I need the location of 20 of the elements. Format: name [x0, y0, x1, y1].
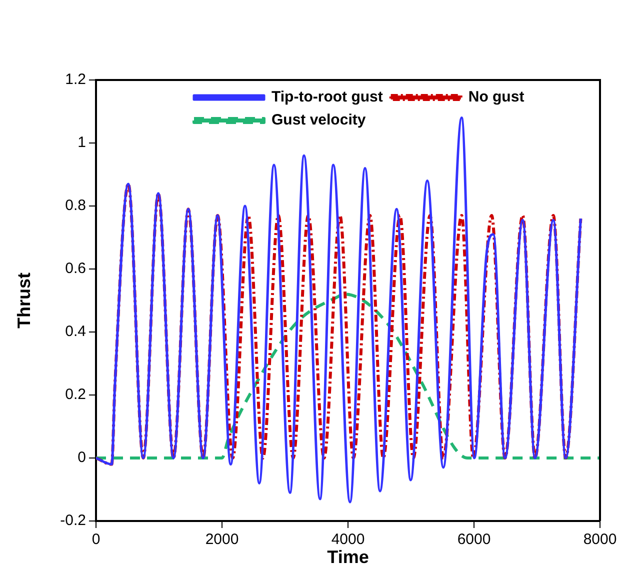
line-series — [96, 182, 582, 466]
legend-label: Tip-to-root gust — [272, 88, 383, 106]
x-tick-label: 0 — [92, 531, 100, 548]
y-tick-label: 1.2 — [65, 71, 86, 88]
y-tick-label: 0.6 — [65, 260, 86, 278]
x-tick-label: 4000 — [331, 531, 365, 548]
legend-label: No gust — [468, 88, 524, 106]
x-tick-label: 6000 — [457, 531, 491, 548]
x-tick-label: 2000 — [205, 531, 239, 548]
y-tick-label: 0.2 — [65, 386, 86, 404]
y-tick-label: 0.4 — [65, 323, 86, 340]
y-tick-label: -0.2 — [60, 512, 86, 530]
y-tick-label: 1 — [78, 134, 86, 152]
x-tick-label: 8000 — [583, 531, 617, 548]
legend-label: Gust velocity — [272, 112, 366, 129]
y-tick-label: 0.8 — [65, 197, 86, 214]
x-axis-title: Time — [327, 547, 369, 568]
y-tick-label: 0 — [78, 449, 86, 466]
y-axis-title: Thrust — [14, 272, 34, 328]
line-series — [96, 292, 600, 460]
